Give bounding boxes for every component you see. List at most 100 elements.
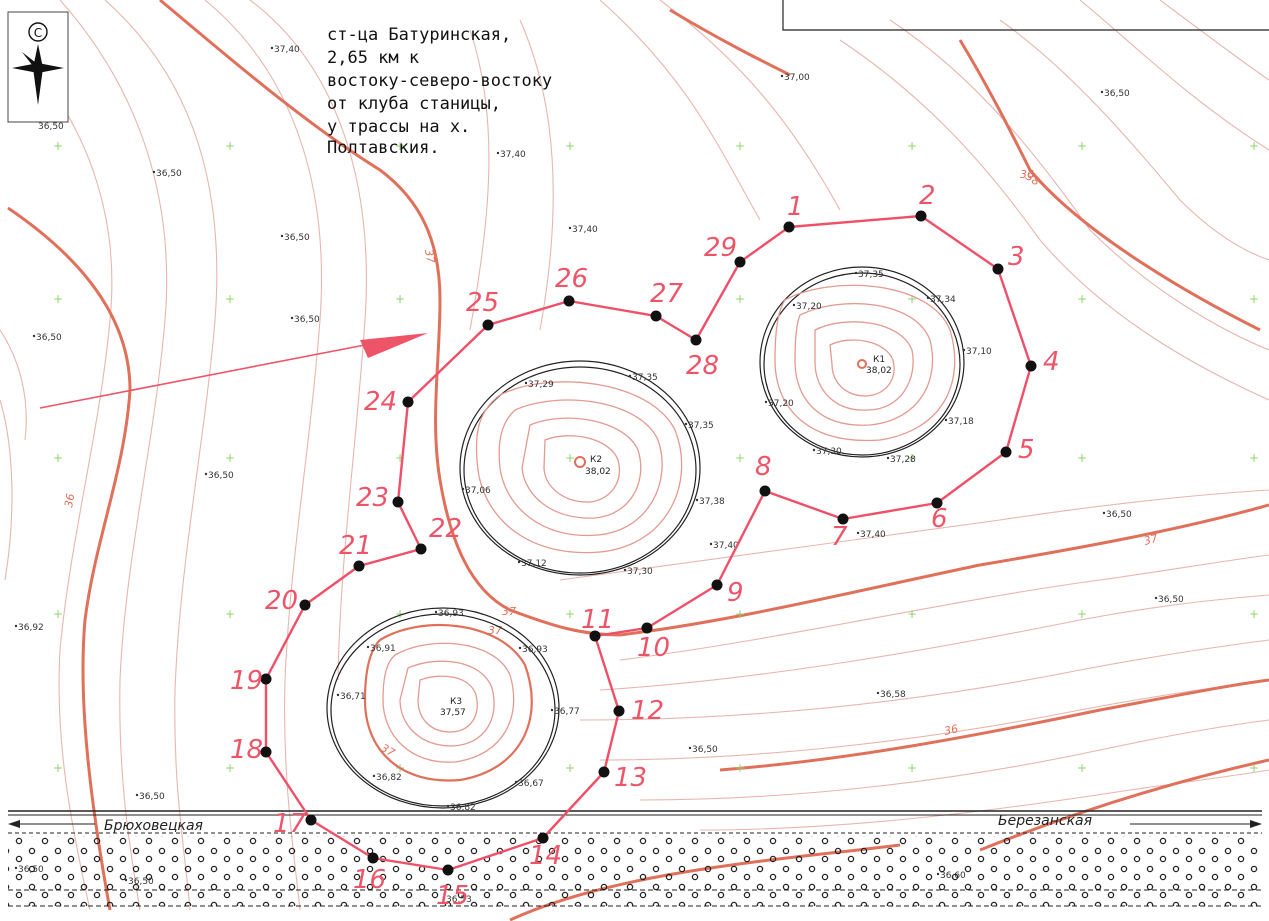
elevation-dot [135, 793, 139, 797]
survey-point-marker [690, 334, 702, 346]
survey-point-marker [537, 832, 549, 844]
elevation-label: 37,35 [688, 421, 714, 431]
arrow-right-icon [1250, 820, 1262, 828]
kurgan-elevation: 37,57 [440, 708, 466, 718]
survey-point-label: 14 [529, 841, 562, 871]
elevation-dot [524, 381, 528, 385]
elevation-dot [1100, 90, 1104, 94]
survey-point-marker [415, 543, 427, 555]
gravel-strip [8, 836, 1262, 907]
elevation-label: 37,30 [627, 567, 653, 577]
grid-cross-icon: + [53, 139, 63, 153]
survey-point-marker [734, 256, 746, 268]
elevation-dot [695, 498, 699, 502]
grid-cross-icon: + [907, 607, 917, 621]
elevation-dot [944, 418, 948, 422]
grid-cross-icon: + [53, 607, 63, 621]
kurgan-k1: К1 38,02 [759, 266, 965, 458]
survey-point-label: 18 [230, 735, 263, 765]
compass-letter: С [34, 26, 42, 40]
elevation-label: 36,50 [1104, 89, 1130, 99]
elevation-dot [962, 348, 966, 352]
kurgan-k3: К3 37,57 [326, 607, 560, 809]
direction-arrow [39, 333, 428, 409]
elevation-dot [1154, 596, 1158, 600]
elevation-dot [926, 296, 930, 300]
elevation-label: 37,12 [521, 559, 547, 569]
elevation-label: 37,18 [948, 417, 974, 427]
survey-point-marker [641, 622, 653, 634]
survey-point-marker [260, 746, 272, 758]
elevation-label: 36,50 [139, 792, 165, 802]
grid-cross-icon: + [907, 451, 917, 465]
elevation-dot [290, 316, 294, 320]
survey-point-label: 3 [1008, 242, 1025, 272]
grid-cross-icon: + [735, 761, 745, 775]
elevation-dot [32, 334, 36, 338]
survey-point-label: 1 [787, 192, 804, 222]
survey-route: 1 234567891011121314151617181920212223242… [230, 181, 1060, 911]
grid-cross-icon: + [395, 451, 405, 465]
survey-point-marker [1000, 446, 1012, 458]
grid-cross-icon: + [735, 451, 745, 465]
contour-label: 36 [943, 722, 959, 738]
survey-point-label: 25 [466, 288, 499, 318]
elevation-label: 37,35 [858, 270, 884, 280]
grid-cross-icon: + [735, 292, 745, 306]
survey-point-label: 20 [265, 586, 298, 616]
elevation-label: 37,29 [528, 380, 554, 390]
grid-cross-icon: + [565, 607, 575, 621]
compass-circle-icon [28, 22, 48, 42]
survey-point-label: 6 [931, 504, 948, 534]
road: Брюховецкая Березанская [8, 810, 1262, 834]
elevation-label: 37,38 [699, 497, 725, 507]
grid-cross-icon: + [907, 139, 917, 153]
grid-cross-icon: + [53, 451, 63, 465]
elevation-label: 36,50 [36, 333, 62, 343]
survey-point-label: 29 [704, 233, 737, 263]
survey-point-marker [650, 310, 662, 322]
survey-point-label: 10 [637, 633, 670, 663]
elevation-dot [270, 46, 274, 50]
elevation-dot [709, 542, 713, 546]
survey-point-label: 2 [919, 181, 936, 211]
grid-cross-icon: + [907, 761, 917, 775]
survey-point-marker [260, 673, 272, 685]
elevation-label: 36,50 [692, 745, 718, 755]
survey-point-label: 17 [273, 809, 307, 839]
grid-cross-icon: + [395, 607, 405, 621]
elevation-label: 37,10 [966, 347, 992, 357]
elevation-dot [886, 456, 890, 460]
survey-point-marker [392, 496, 404, 508]
grid-cross-icon: + [1249, 761, 1259, 775]
elevation-dot [856, 531, 860, 535]
survey-point-marker [613, 705, 625, 717]
elevation-label: 36,50 [1106, 510, 1132, 520]
kurgan-name: К3 [450, 697, 462, 707]
grid-cross-icon: + [395, 139, 405, 153]
elevation-dot [812, 448, 816, 452]
title-line: Полтавския. [327, 138, 440, 158]
survey-point-marker [299, 599, 311, 611]
grid-cross-icon: + [1249, 292, 1259, 306]
survey-point-marker [759, 485, 771, 497]
survey-point-label: 13 [614, 763, 647, 793]
elevation-dot [496, 151, 500, 155]
elevation-dot [550, 708, 554, 712]
elevation-dot [434, 610, 438, 614]
elevation-dot [204, 472, 208, 476]
elevation-label: 36,77 [554, 707, 580, 717]
grid-cross-icon: + [225, 761, 235, 775]
elevation-label: 36,50 [1158, 595, 1184, 605]
survey-point-label: 27 [650, 279, 684, 309]
survey-point-label: 21 [339, 531, 372, 561]
survey-point-label: 26 [555, 264, 588, 294]
compass-elevation: 36,50 [38, 122, 64, 132]
survey-point-label: 15 [436, 881, 469, 911]
survey-points: 1 234567891011121314151617181920212223242… [230, 181, 1060, 911]
grid-cross-icon: + [735, 607, 745, 621]
grid-crosses: ++++++++++++++++++++++++++++++++++++++++ [53, 139, 1259, 775]
elevation-label: 36,93 [522, 645, 548, 655]
elevation-label: 37,06 [465, 486, 491, 496]
